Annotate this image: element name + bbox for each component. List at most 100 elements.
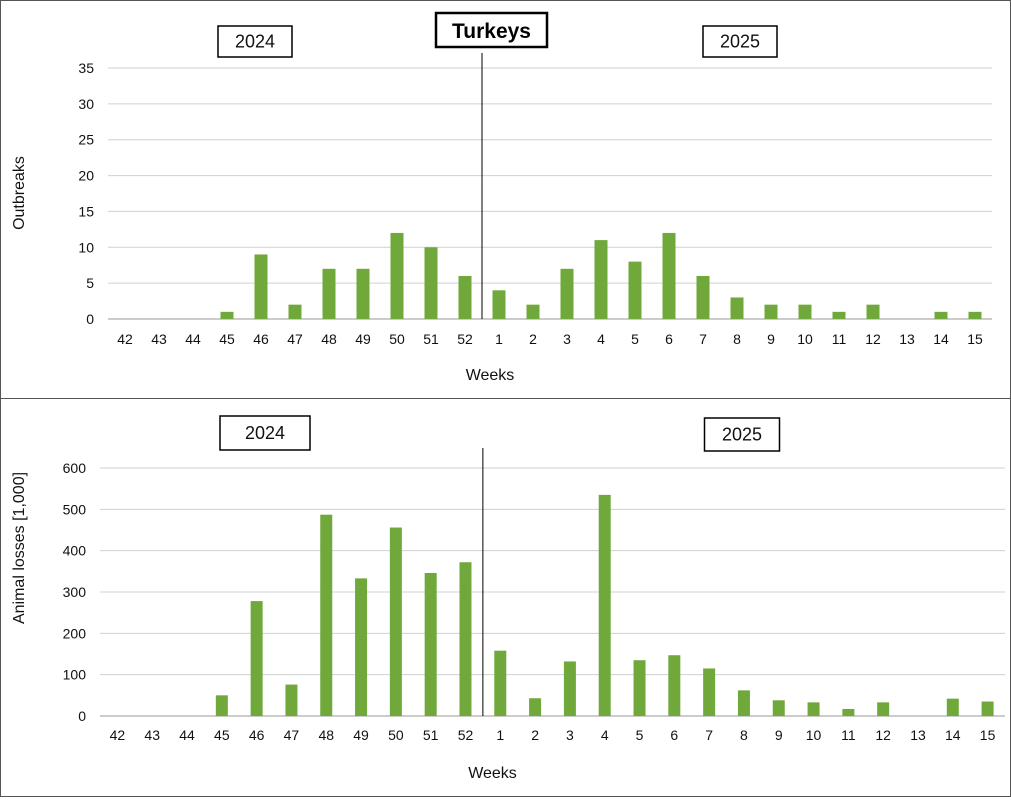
bar-week-10: [807, 702, 820, 716]
x-tick-label: 51: [423, 727, 439, 743]
x-tick-label: 14: [933, 331, 949, 347]
bar-week-5: [628, 261, 642, 319]
x-tick-label: 47: [284, 727, 300, 743]
x-tick-label: 44: [185, 331, 201, 347]
bar-week-9: [772, 700, 785, 716]
bottom-panel-border: [0, 398, 1011, 797]
bar-week-2: [526, 304, 540, 319]
y-tick-label: 0: [78, 708, 86, 724]
year-label: 2024: [245, 423, 285, 443]
x-tick-label: 46: [253, 331, 269, 347]
year-label: 2025: [722, 425, 762, 445]
x-tick-label: 13: [899, 331, 915, 347]
x-tick-label: 43: [151, 331, 167, 347]
x-tick-label: 11: [841, 727, 856, 743]
y-tick-label: 200: [63, 625, 87, 641]
x-tick-label: 7: [699, 331, 707, 347]
x-tick-label: 42: [110, 727, 126, 743]
y-tick-label: 600: [63, 460, 87, 476]
bar-week-52: [459, 562, 472, 716]
bar-week-52: [458, 275, 472, 319]
y-tick-label: 500: [63, 501, 87, 517]
y-tick-label: 100: [63, 667, 87, 683]
bar-week-48: [320, 514, 333, 716]
x-tick-label: 10: [806, 727, 822, 743]
x-tick-label: 15: [980, 727, 996, 743]
bar-week-46: [254, 254, 268, 319]
x-axis-title: Weeks: [466, 367, 515, 384]
chart-title: Turkeys: [452, 20, 531, 43]
x-tick-label: 12: [865, 331, 881, 347]
year-label: 2025: [720, 32, 760, 52]
bar-week-7: [696, 275, 710, 319]
bar-week-5: [633, 660, 646, 716]
bar-week-45: [215, 695, 228, 716]
bar-week-12: [866, 304, 880, 319]
year-label-box: [219, 415, 311, 451]
y-tick-label: 0: [86, 311, 94, 327]
bar-week-12: [877, 702, 890, 716]
bar-week-51: [424, 572, 437, 716]
bar-week-50: [390, 232, 404, 319]
x-tick-label: 15: [967, 331, 983, 347]
bar-week-15: [981, 701, 994, 716]
x-tick-label: 50: [388, 727, 404, 743]
y-tick-label: 25: [78, 132, 94, 148]
y-axis-title: Outbreaks: [11, 156, 28, 230]
x-tick-label: 3: [566, 727, 574, 743]
year-label-box: [217, 25, 293, 58]
x-tick-label: 46: [249, 727, 265, 743]
x-tick-label: 52: [458, 727, 474, 743]
bar-week-11: [842, 708, 855, 716]
x-tick-label: 12: [875, 727, 891, 743]
bar-week-15: [968, 311, 982, 319]
bar-week-4: [598, 494, 611, 716]
y-axis-title: Animal losses [1,000]: [11, 472, 28, 624]
top-panel-border: [0, 0, 1011, 399]
x-tick-label: 14: [945, 727, 961, 743]
bar-week-6: [668, 655, 681, 716]
x-tick-label: 8: [733, 331, 741, 347]
bar-week-46: [250, 601, 263, 716]
x-tick-label: 11: [832, 331, 847, 347]
bar-week-8: [737, 690, 750, 716]
bar-week-45: [220, 311, 234, 319]
y-tick-label: 20: [78, 168, 94, 184]
bar-week-7: [703, 668, 716, 716]
bar-week-3: [563, 661, 576, 716]
bar-week-8: [730, 297, 744, 319]
bar-week-51: [424, 247, 438, 319]
x-tick-label: 9: [767, 331, 775, 347]
x-tick-label: 5: [636, 727, 644, 743]
x-tick-label: 3: [563, 331, 571, 347]
y-tick-label: 10: [78, 239, 94, 255]
y-tick-label: 35: [78, 60, 94, 76]
x-tick-label: 1: [496, 727, 504, 743]
x-tick-label: 4: [601, 727, 609, 743]
x-tick-label: 6: [670, 727, 678, 743]
bar-week-14: [946, 698, 959, 716]
x-tick-label: 43: [144, 727, 160, 743]
bar-week-4: [594, 240, 608, 319]
bar-week-47: [288, 304, 302, 319]
x-tick-label: 6: [665, 331, 673, 347]
bar-week-1: [494, 650, 507, 716]
bar-week-11: [832, 311, 846, 319]
x-tick-label: 42: [117, 331, 133, 347]
x-tick-label: 5: [631, 331, 639, 347]
y-tick-label: 5: [86, 275, 94, 291]
x-tick-label: 2: [529, 331, 537, 347]
x-tick-label: 44: [179, 727, 195, 743]
x-tick-label: 49: [355, 331, 371, 347]
bar-week-3: [560, 268, 574, 319]
x-tick-label: 52: [457, 331, 473, 347]
bar-week-48: [322, 268, 336, 319]
x-tick-label: 4: [597, 331, 605, 347]
bar-week-14: [934, 311, 948, 319]
bar-week-50: [389, 527, 402, 716]
bar-week-49: [355, 578, 368, 716]
x-tick-label: 45: [219, 331, 235, 347]
